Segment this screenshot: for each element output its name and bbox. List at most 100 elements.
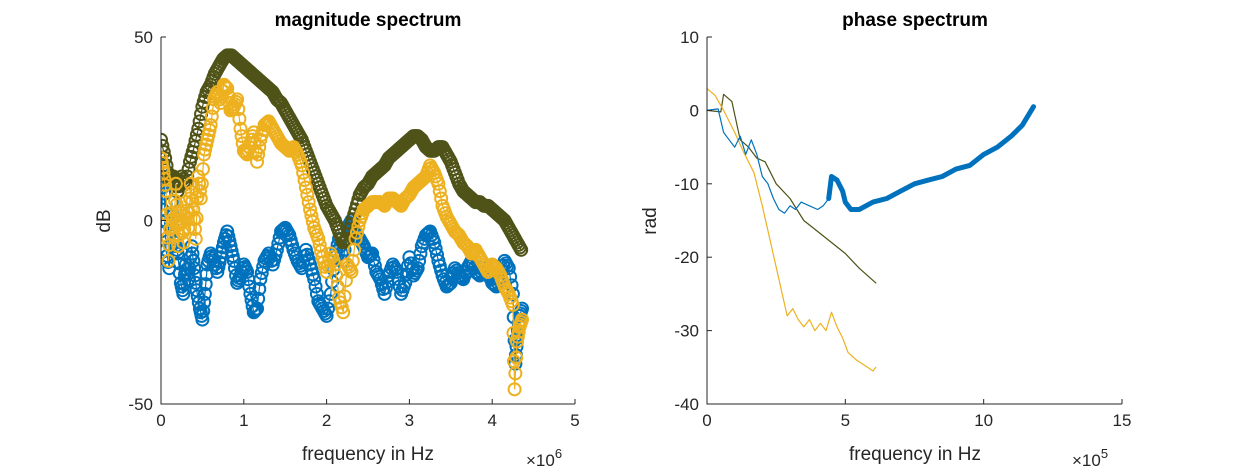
magnitude-series-1-marker — [320, 301, 335, 316]
magnitude-series-1-point — [418, 228, 433, 243]
magnitude-series-1-marker — [252, 282, 267, 297]
magnitude-series-2 — [161, 48, 529, 257]
magnitude-series-3-point — [507, 382, 522, 397]
magnitude-series-3-marker — [204, 109, 219, 124]
magnitude-series-2-point — [161, 132, 168, 147]
magnitude-series-3-point — [161, 184, 173, 199]
magnitude-ytick-label: 50 — [134, 28, 153, 47]
magnitude-series-3-point — [233, 121, 248, 136]
magnitude-series-1-point — [410, 261, 425, 276]
magnitude-series-1-marker — [161, 186, 172, 201]
magnitude-spectrum-x-multiplier-exponent: 6 — [555, 446, 562, 461]
phase-xtick-label: 5 — [841, 411, 850, 430]
magnitude-series-1-marker — [441, 278, 456, 293]
phase-spectrum-x-multiplier: ×105 — [1072, 446, 1108, 470]
phase-xtick-label: 10 — [974, 411, 993, 430]
magnitude-series-3-marker — [231, 102, 246, 117]
magnitude-series-2-point — [161, 151, 173, 166]
magnitude-series-1-marker — [198, 277, 213, 292]
magnitude-series-3-point — [193, 191, 208, 206]
magnitude-series-1-point — [274, 224, 289, 239]
magnitude-series-3-marker — [161, 178, 173, 193]
magnitude-series-3-point — [282, 143, 297, 158]
magnitude-series-3-marker — [189, 211, 204, 226]
magnitude-xtick-label: 2 — [322, 411, 331, 430]
phase-series-4-line — [826, 104, 1036, 212]
magnitude-series-1-point — [389, 264, 404, 279]
phase-spectrum-ylabel: rad — [640, 207, 661, 234]
phase-xtick-label: 15 — [1113, 411, 1132, 430]
phase-series-2-line — [707, 87, 877, 372]
magnitude-spectrum-ylabel: dB — [94, 209, 115, 232]
magnitude-series-3-point — [186, 202, 201, 217]
phase-ytick-label: 0 — [690, 101, 699, 120]
phase-spectrum-title: phase spectrum — [842, 10, 988, 31]
phase-spectrum-frame — [706, 37, 1122, 405]
magnitude-series-3-marker — [300, 187, 315, 202]
magnitude-series-3-point — [188, 231, 203, 246]
magnitude-series-3-point — [298, 180, 313, 195]
magnitude-series-1-marker — [186, 253, 201, 268]
magnitude-series-3-marker — [192, 184, 207, 199]
magnitude-series-1-marker — [188, 275, 203, 290]
phase-series-1 — [707, 93, 877, 284]
magnitude-series-3-point — [168, 176, 183, 191]
phase-ytick-label: -10 — [674, 175, 699, 194]
magnitude-series-3-point — [250, 154, 265, 169]
magnitude-series-3-marker — [301, 195, 316, 210]
magnitude-series-3-marker — [169, 197, 184, 212]
magnitude-series-1-point — [250, 301, 265, 316]
magnitude-series-3-marker — [432, 184, 447, 199]
phase-ytick-label: -30 — [674, 322, 699, 341]
magnitude-series-3-point — [294, 158, 309, 173]
magnitude-series-1-point — [176, 286, 191, 301]
magnitude-series-3-point — [505, 297, 520, 312]
magnitude-xtick-label: 5 — [570, 411, 579, 430]
magnitude-series-1-point — [195, 312, 210, 327]
magnitude-series-3-marker — [195, 162, 210, 177]
magnitude-series-1-marker — [251, 291, 266, 306]
magnitude-series-3-point — [161, 151, 168, 166]
phase-series-3 — [707, 108, 830, 214]
magnitude-spectrum-yticks: -50 0 50 — [128, 28, 166, 414]
magnitude-series-1-marker — [196, 304, 211, 319]
phase-xtick-label: 0 — [702, 411, 711, 430]
magnitude-series-3-marker — [511, 324, 526, 339]
phase-ytick-label: 10 — [680, 28, 699, 47]
magnitude-series-1-marker — [242, 279, 257, 294]
magnitude-xtick-label: 3 — [405, 411, 414, 430]
magnitude-series-3-marker — [508, 366, 523, 381]
phase-spectrum-xticks: 0 5 10 15 — [702, 399, 1131, 430]
magnitude-series-3-marker — [305, 214, 320, 229]
magnitude-series-1-point — [398, 275, 413, 290]
magnitude-series-1 — [161, 158, 530, 371]
magnitude-series-3-point — [220, 81, 235, 96]
magnitude-spectrum-x-multiplier-base: ×10 — [526, 451, 555, 470]
magnitude-spectrum-xlabel: frequency in Hz — [302, 444, 434, 465]
phase-spectrum-yticks: -40 -30 -20 -10 0 10 — [674, 28, 712, 414]
magnitude-series-3 — [161, 77, 530, 397]
magnitude-series-1-marker — [309, 286, 324, 301]
magnitude-series-3-point — [464, 246, 479, 261]
magnitude-series-1-marker — [197, 295, 212, 310]
magnitude-series-3-point — [257, 118, 272, 133]
magnitude-series-3-marker — [296, 165, 311, 180]
magnitude-spectrum-xticks: 0 1 2 3 4 5 — [156, 399, 580, 430]
magnitude-series-1-point — [307, 272, 322, 287]
phase-series-1-line — [707, 93, 877, 284]
magnitude-series-3-point — [161, 253, 176, 268]
magnitude-xtick-label: 0 — [156, 411, 165, 430]
magnitude-series-3-marker — [509, 350, 524, 365]
magnitude-series-3-marker — [251, 147, 266, 162]
magnitude-series-1-marker — [308, 279, 323, 294]
magnitude-series-3-point — [191, 169, 206, 184]
magnitude-ytick-label: -50 — [128, 395, 153, 414]
magnitude-series-3-marker — [232, 111, 247, 126]
phase-spectrum-x-multiplier-exponent: 5 — [1101, 446, 1108, 461]
phase-ytick-label: -20 — [674, 248, 699, 267]
magnitude-series-3-marker — [194, 176, 209, 191]
magnitude-series-1-point — [240, 264, 255, 279]
magnitude-series-1-point — [319, 308, 334, 323]
magnitude-series-2-point — [514, 242, 529, 257]
